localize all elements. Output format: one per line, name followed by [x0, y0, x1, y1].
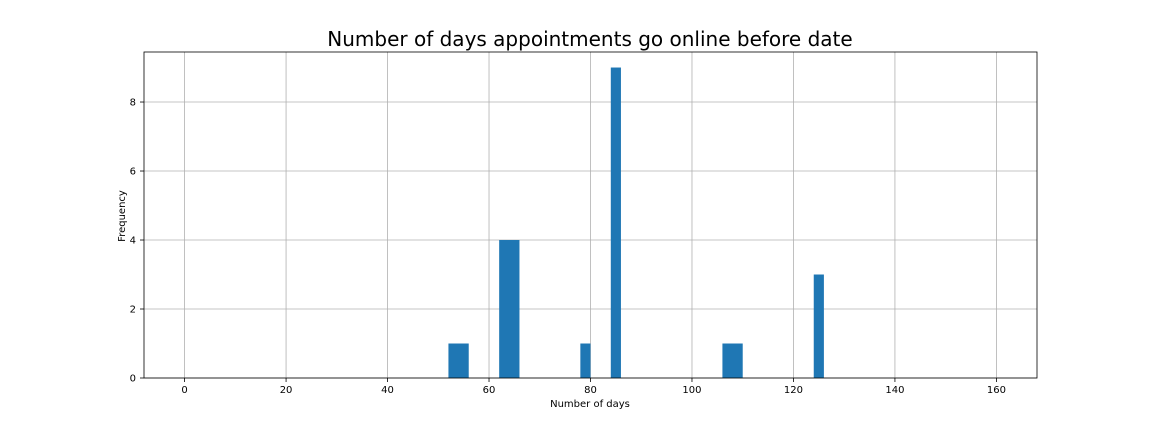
x-tick-label: 140: [885, 385, 904, 396]
y-tick-label: 8: [130, 98, 136, 109]
x-tick-label: 160: [987, 385, 1006, 396]
axis-ticks: 0 20 40 60 80 100 120 140 160 0 2 4 6 8: [130, 98, 1006, 396]
chart-title: Number of days appointments go online be…: [327, 27, 852, 51]
x-tick-label: 100: [682, 385, 701, 396]
x-axis-label: Number of days: [550, 399, 630, 410]
y-tick-label: 2: [130, 305, 136, 316]
bars: [448, 67, 824, 379]
y-tick-label: 4: [130, 236, 136, 247]
histogram-bar: [580, 343, 591, 378]
histogram-bar: [610, 67, 621, 379]
histogram-bar: [813, 274, 824, 378]
y-tick-label: 6: [130, 167, 136, 178]
x-tick-label: 60: [483, 385, 496, 396]
x-tick-label: 40: [381, 385, 394, 396]
y-tick-label: 0: [130, 374, 136, 385]
histogram-bar: [448, 343, 469, 378]
histogram-bar: [499, 240, 520, 378]
y-axis-label: Frequency: [117, 190, 128, 242]
histogram-bar: [722, 343, 743, 378]
x-tick-label: 20: [280, 385, 293, 396]
x-tick-label: 120: [784, 385, 803, 396]
x-tick-label: 0: [181, 385, 187, 396]
x-tick-label: 80: [584, 385, 597, 396]
grid-lines: [144, 52, 1037, 379]
